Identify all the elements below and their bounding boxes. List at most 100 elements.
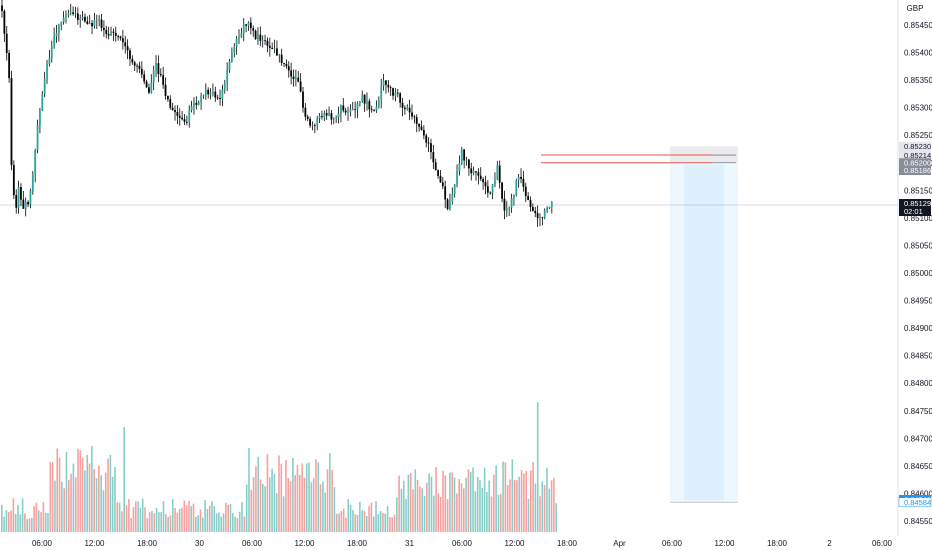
volume-bar	[451, 472, 454, 532]
candle-body	[479, 175, 482, 179]
volume-bar	[146, 518, 149, 532]
volume-bar	[201, 517, 204, 532]
candle-body	[534, 210, 537, 214]
volume-bar	[546, 467, 548, 532]
y-tick-label: 0.84750	[904, 407, 932, 416]
volume-bar	[439, 497, 442, 532]
candle-body	[432, 152, 435, 163]
candle-body	[529, 199, 532, 207]
volume-bar	[229, 504, 232, 532]
candle-body	[150, 82, 153, 93]
volume-bar	[35, 502, 38, 532]
volume-bar	[67, 479, 70, 532]
volume-bar	[185, 505, 188, 532]
candle-body	[238, 37, 240, 39]
candle-body	[377, 100, 380, 107]
last-price-background	[899, 199, 931, 216]
candle-body	[491, 184, 494, 194]
candle-body	[366, 101, 368, 104]
volume-bar	[405, 498, 407, 532]
volume-bar	[402, 480, 405, 532]
candle-body	[456, 170, 458, 185]
candle-body	[98, 19, 101, 21]
candle-body	[81, 16, 84, 19]
candle-body	[413, 116, 416, 118]
candle-body	[475, 171, 477, 173]
candle-body	[543, 210, 546, 218]
candle-body	[332, 118, 335, 120]
price-tag-background	[899, 150, 931, 160]
volume-bar	[349, 504, 352, 532]
volume-bar	[114, 467, 116, 532]
volume-bar	[386, 506, 389, 532]
volume-bar	[342, 508, 345, 532]
volume-bar	[44, 512, 47, 532]
volume-bar	[262, 483, 264, 532]
volume-bar	[289, 481, 292, 532]
candle-body	[337, 113, 340, 118]
volume-bar	[322, 481, 324, 532]
horizontal-levels[interactable]	[541, 154, 736, 164]
candle-body	[285, 63, 288, 67]
volume-bar	[398, 475, 400, 532]
candle-body	[392, 88, 394, 96]
volume-bar	[28, 518, 31, 532]
volume-bar	[509, 479, 511, 532]
y-tick-label: 0.85450	[904, 21, 932, 30]
candle-body	[396, 92, 399, 94]
volume-bar	[3, 516, 5, 532]
candle-body	[36, 124, 39, 151]
y-tick-label: 0.84850	[904, 352, 932, 361]
candle-body	[74, 13, 77, 15]
volume-bar	[98, 465, 100, 532]
volume-bar	[222, 513, 225, 532]
position-target-zone[interactable]	[670, 162, 738, 503]
volume-bar	[428, 473, 430, 532]
candle-body	[316, 118, 319, 126]
x-tick-label: 06:00	[32, 539, 53, 548]
candle-body	[268, 45, 271, 48]
volume-bar	[125, 505, 128, 532]
volume-bar	[463, 488, 465, 532]
volume-bar	[252, 477, 255, 532]
candle-body	[230, 52, 233, 62]
volume-bar	[236, 518, 239, 532]
candle-body	[171, 107, 174, 111]
volume-bar	[213, 506, 216, 532]
volume-bar	[158, 512, 160, 532]
volume-bar	[118, 502, 121, 532]
volume-bar	[121, 511, 123, 532]
volume-bar	[174, 507, 176, 532]
candle-body	[441, 182, 444, 187]
candle-body	[477, 172, 480, 176]
candle-body	[266, 40, 269, 46]
volume-bar	[243, 516, 246, 532]
candle-body	[323, 113, 326, 118]
candle-body	[313, 125, 316, 127]
candle-body	[159, 73, 162, 76]
volume-bar	[393, 514, 396, 532]
volume-bar	[109, 454, 112, 532]
position-stop-zone[interactable]	[670, 146, 738, 163]
candle-body	[401, 102, 404, 108]
candle-body	[356, 103, 359, 110]
volume-bar	[169, 515, 172, 532]
candle-body	[363, 94, 366, 104]
candle-body	[39, 109, 41, 125]
candle-body	[152, 70, 155, 83]
candle-body	[309, 118, 311, 126]
x-tick-label: 06:00	[242, 539, 263, 548]
position-box[interactable]	[670, 146, 738, 503]
candle-body	[72, 12, 74, 14]
candle-body	[69, 12, 72, 14]
candle-body	[181, 117, 184, 120]
candle-body	[510, 198, 513, 208]
x-tick-label: 06:00	[872, 539, 893, 548]
price-tag-label: 0.85214	[904, 151, 931, 160]
volume-bar	[335, 513, 338, 532]
candle-body	[178, 115, 181, 118]
candle-body	[463, 149, 466, 161]
candle-body	[174, 110, 176, 113]
candle-body	[12, 165, 15, 196]
